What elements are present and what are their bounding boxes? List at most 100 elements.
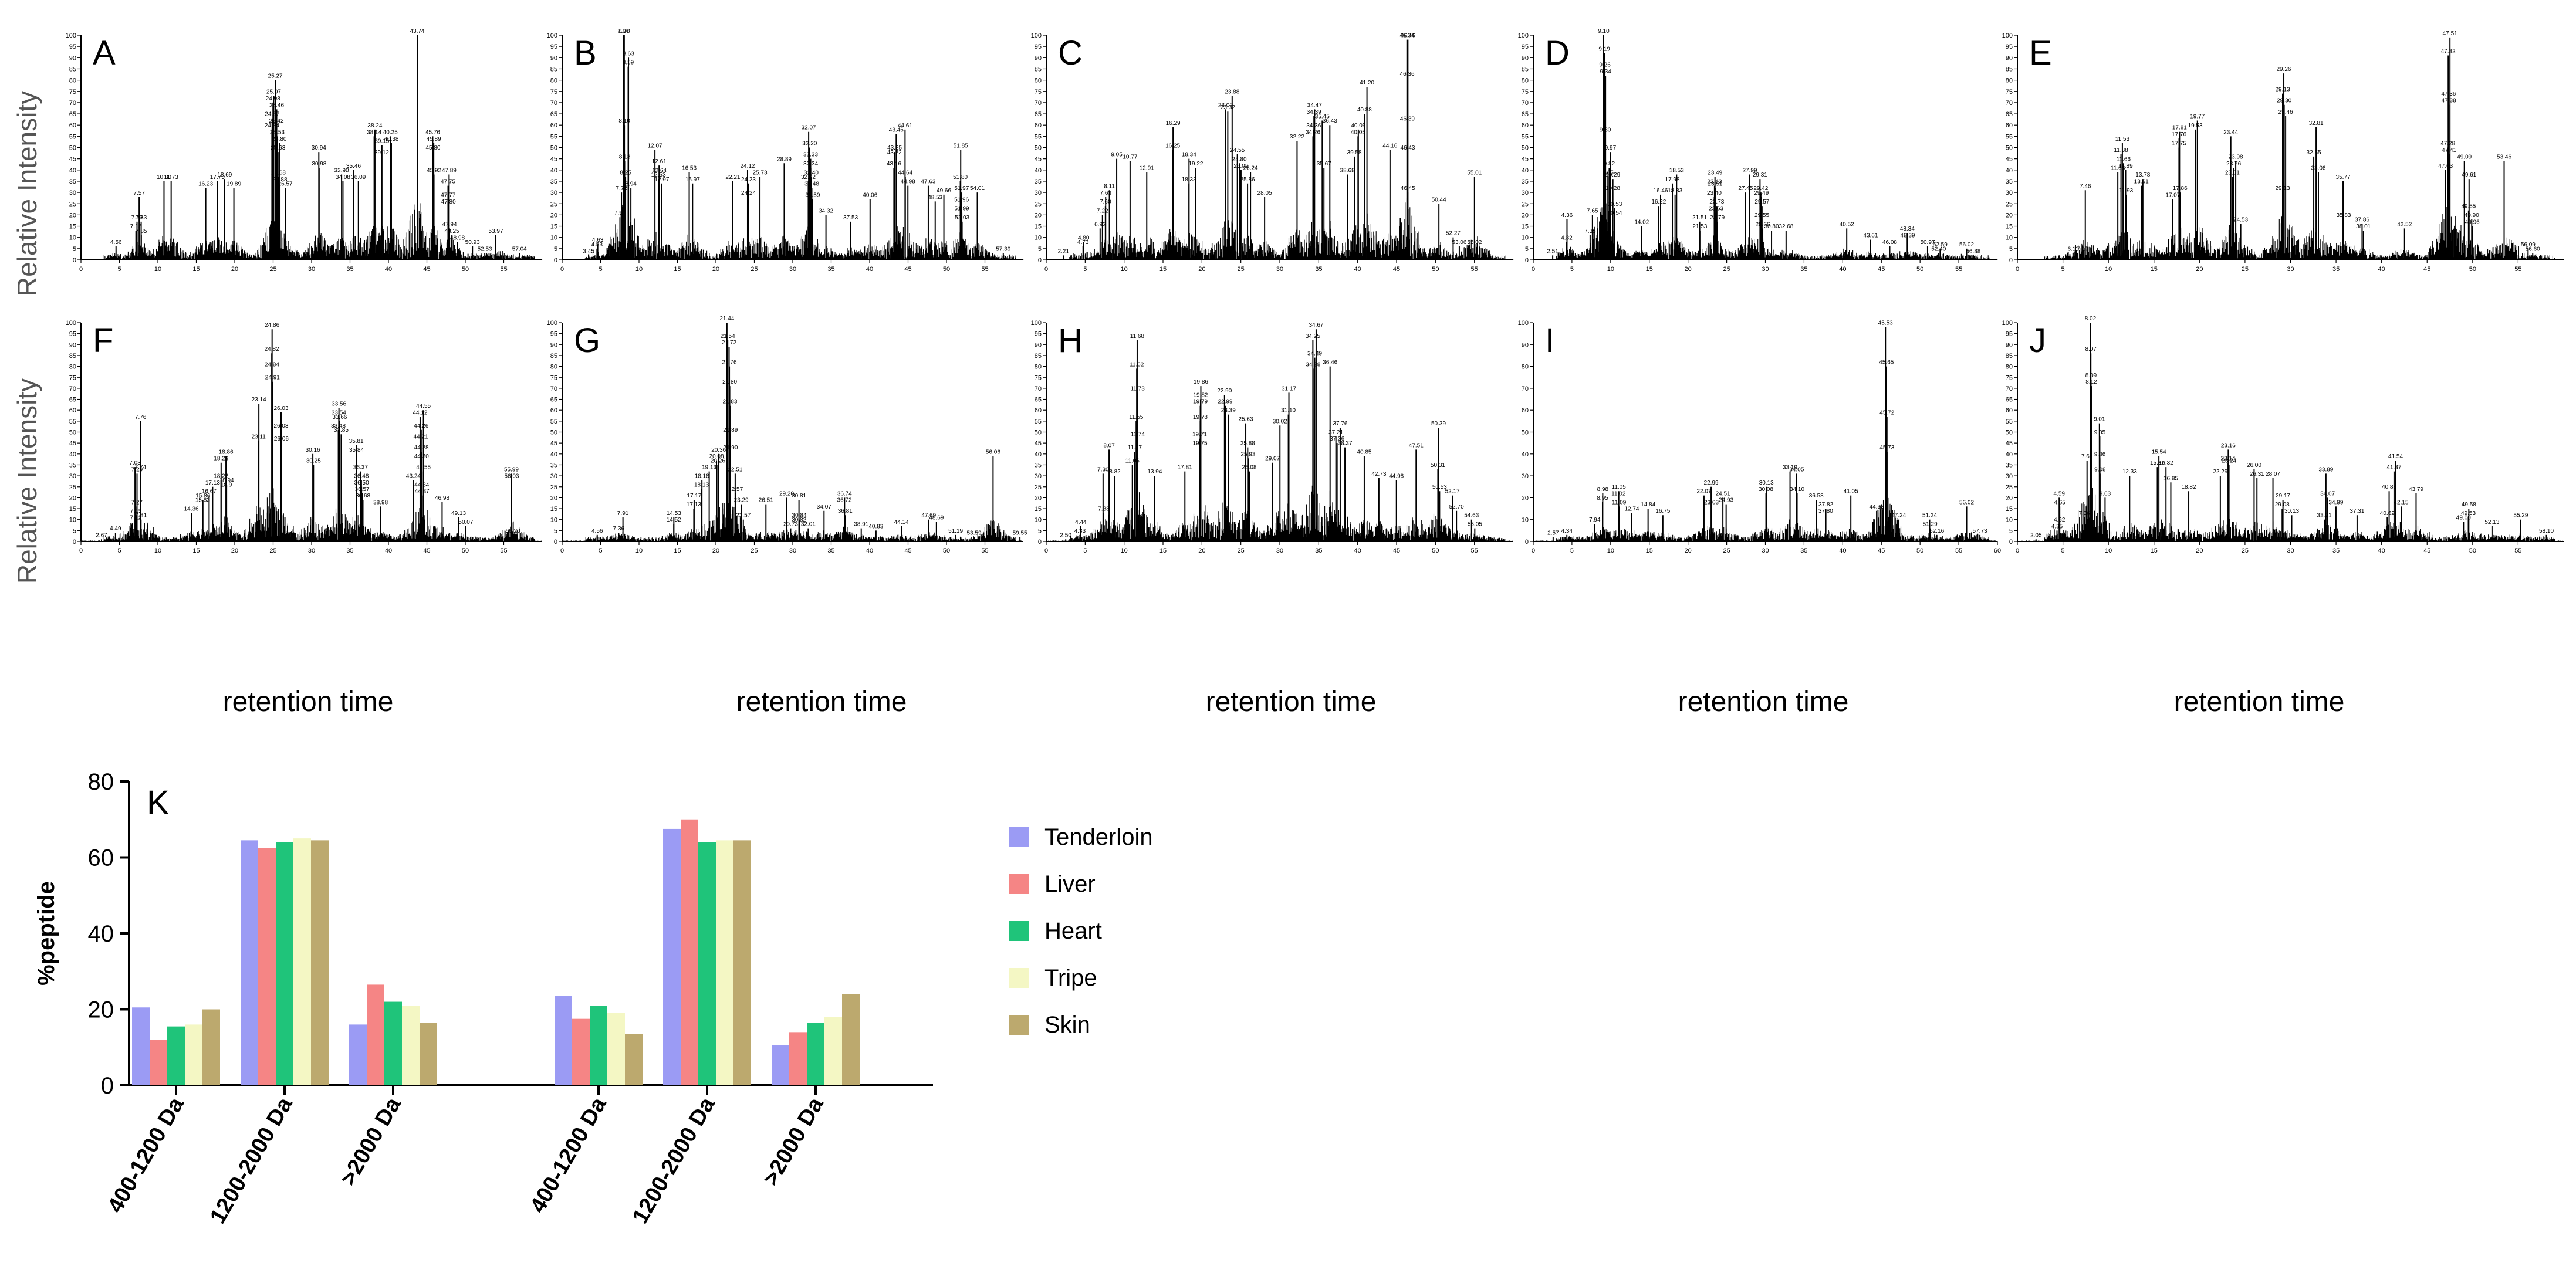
y-tick-label: 40	[69, 167, 76, 174]
peak-label: 21.51	[1692, 215, 1707, 221]
peak-label: 52.27	[1446, 231, 1461, 237]
x-tick-label: 45	[2423, 547, 2430, 554]
x-tick-label: 10	[1607, 266, 1614, 273]
y-tick-label: 40	[550, 167, 557, 174]
peak-label: 30.80	[1764, 224, 1779, 230]
peak-label: 35.77	[2336, 174, 2351, 181]
peak-label: 21.54	[721, 333, 735, 340]
y-tick-label: 50	[2006, 429, 2013, 436]
legend-label: Skin	[1044, 1012, 1090, 1038]
k-y-tick-label: 40	[88, 921, 114, 947]
y-tick-label: 70	[2006, 385, 2013, 392]
peak-label: 35.46	[346, 163, 361, 170]
x-tick-label: 15	[2151, 266, 2158, 273]
bar	[590, 1006, 607, 1085]
panel-letter: F	[93, 321, 113, 360]
y-tick-label: 100	[66, 320, 76, 327]
x-tick-label: 15	[1159, 266, 1167, 273]
y-tick-label: 80	[550, 77, 557, 84]
peak-label: 9.65	[1602, 170, 1614, 176]
peak-label: 33.54	[332, 409, 346, 416]
peak-label: 11.06	[1125, 458, 1140, 464]
peak-label: 18.23	[214, 456, 228, 462]
y-tick-label: 85	[1522, 66, 1529, 73]
peak-label: 25.68	[271, 170, 286, 176]
y-tick-label: 5	[73, 246, 76, 253]
legend-swatch	[1009, 1015, 1029, 1035]
y-tick-label: 10	[1035, 235, 1042, 242]
peak-label: 11.38	[2114, 147, 2128, 154]
y-tick-label: 85	[2006, 353, 2013, 360]
y-tick-label: 70	[1035, 385, 1042, 392]
y-tick-label: 65	[69, 111, 76, 118]
peak-label: 46.45	[1401, 185, 1415, 192]
peak-label: 10.28	[1605, 185, 1620, 192]
y-tick-label: 90	[69, 55, 76, 62]
y-tick-label: 95	[1035, 331, 1042, 338]
y-tick-label: 0	[73, 257, 76, 264]
y-tick-label: 50	[550, 429, 557, 436]
peak-label: 24.24	[741, 190, 756, 197]
k-category-label: 1200-2000 Da	[205, 1093, 298, 1228]
y-tick-label: 75	[69, 374, 76, 381]
y-tick-label: 70	[1522, 100, 1529, 107]
peak-label: 49.55	[2461, 204, 2476, 210]
peak-label: 11.66	[2117, 156, 2131, 163]
peak-label: 7.65	[1587, 208, 1598, 214]
x-tick-label: 20	[231, 547, 238, 554]
peak-label: 45.53	[1878, 320, 1893, 326]
peak-label: 47.63	[921, 179, 935, 185]
k-category-label: 1200-2000 Da	[628, 1093, 720, 1228]
peak-label: 20.08	[709, 453, 724, 460]
peak-label: 23.63	[1709, 206, 1723, 212]
chromatogram-trace	[2017, 486, 2564, 541]
y-tick-label: 35	[550, 462, 557, 469]
peak-label: 33.56	[332, 401, 346, 407]
peak-label: 30.13	[2284, 508, 2299, 514]
peak-label: 51.96	[954, 197, 969, 203]
y-tick-label: 5	[554, 527, 557, 534]
peak-label: 36.68	[356, 493, 370, 499]
y-tick-label: 90	[1035, 341, 1042, 348]
peak-label: 15.86	[195, 493, 210, 499]
bar	[150, 1040, 167, 1085]
y-tick-label: 100	[1031, 320, 1042, 327]
y-tick-label: 55	[1522, 133, 1529, 140]
peak-label: 2.21	[1058, 248, 1070, 255]
peak-label: 56.20	[506, 528, 520, 534]
peak-label: 33.90	[334, 167, 349, 174]
x-tick-label: 25	[1723, 547, 1730, 554]
y-tick-label: 40	[1035, 451, 1042, 458]
x-tick-label: 40	[2378, 547, 2385, 554]
x-tick-label: 10	[154, 266, 161, 273]
peak-label: 21.90	[723, 445, 738, 451]
y-tick-label: 35	[2006, 178, 2013, 185]
peak-label: 34.67	[1309, 322, 1323, 329]
x-tick-label: 5	[599, 547, 602, 554]
peak-label: 44.55	[416, 465, 431, 471]
y-tick-label: 70	[1035, 100, 1042, 107]
y-tick-label: 10	[69, 517, 76, 524]
peak-label: 23.98	[2229, 154, 2243, 160]
peak-label: 12.61	[652, 158, 667, 165]
legend-swatch	[1009, 968, 1029, 988]
peak-label: 35.84	[349, 447, 364, 453]
y-tick-label: 5	[2009, 527, 2013, 534]
y-tick-label: 60	[1035, 122, 1042, 129]
peak-label: 7.15	[130, 508, 142, 514]
peak-label: 46.43	[1400, 145, 1415, 151]
x-tick-label: 25	[2242, 547, 2249, 554]
peak-label: 30.08	[1759, 486, 1773, 493]
y-tick-label: 95	[2006, 331, 2013, 338]
peak-label: 46.98	[435, 495, 449, 502]
y-tick-label: 55	[2006, 418, 2013, 425]
y-tick-label: 70	[69, 100, 76, 107]
x-tick-label: 20	[1685, 266, 1692, 273]
x-tick-label: 5	[1570, 266, 1574, 273]
peak-label: 20.26	[711, 458, 725, 464]
y-tick-label: 90	[550, 55, 557, 62]
y-tick-label: 95	[1522, 43, 1529, 50]
peak-label: 10.29	[1605, 172, 1620, 178]
peak-label: 18.33	[1668, 188, 1682, 194]
y-tick-label: 0	[1525, 257, 1529, 264]
